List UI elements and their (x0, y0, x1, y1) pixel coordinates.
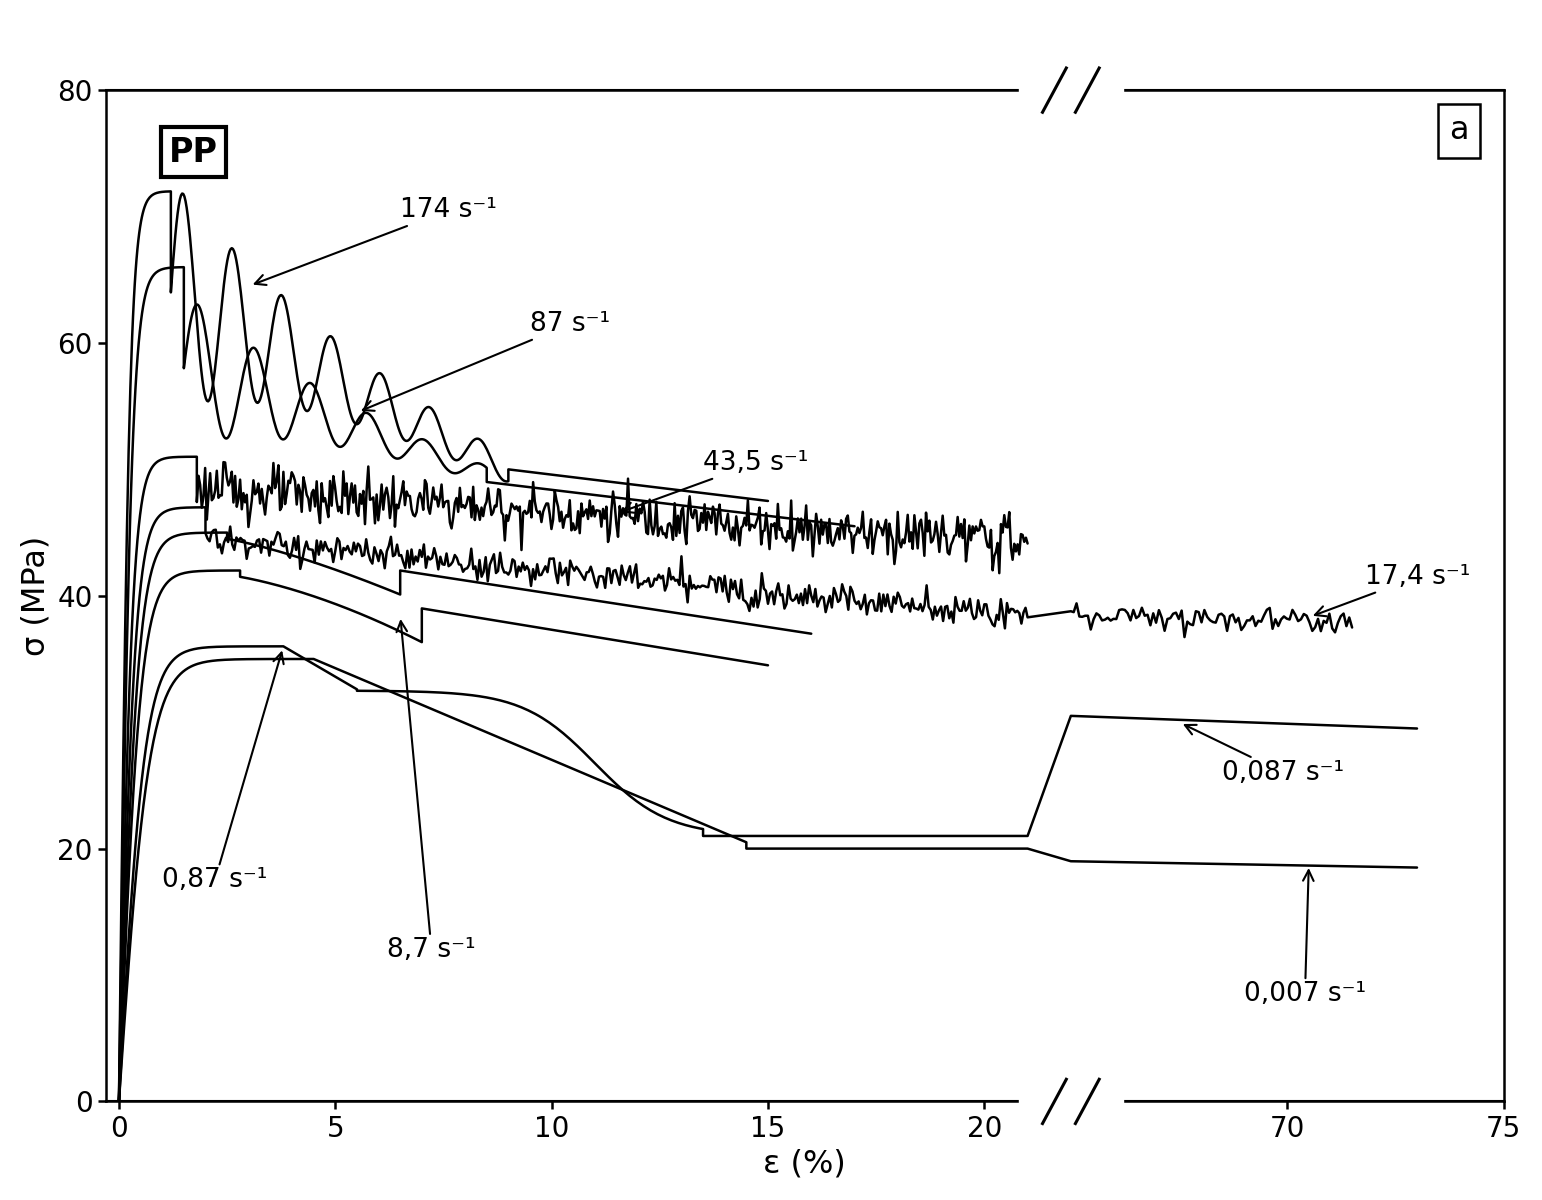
Text: 87 s⁻¹: 87 s⁻¹ (362, 311, 611, 410)
Text: 17,4 s⁻¹: 17,4 s⁻¹ (1315, 564, 1471, 617)
Bar (1019, 14, 1123, 115)
Text: 43,5 s⁻¹: 43,5 s⁻¹ (623, 450, 808, 512)
Text: 8,7 s⁻¹: 8,7 s⁻¹ (387, 622, 476, 962)
Text: a: a (1449, 115, 1468, 146)
Text: PP: PP (170, 136, 217, 169)
X-axis label: ε (%): ε (%) (763, 1148, 847, 1180)
Text: 0,087 s⁻¹: 0,087 s⁻¹ (1184, 725, 1345, 786)
Bar (1019, 1038, 1123, 1152)
Text: 0,007 s⁻¹: 0,007 s⁻¹ (1244, 870, 1366, 1007)
Text: 174 s⁻¹: 174 s⁻¹ (254, 197, 497, 284)
Text: 0,87 s⁻¹: 0,87 s⁻¹ (162, 653, 284, 893)
Y-axis label: σ (MPa): σ (MPa) (22, 535, 52, 656)
